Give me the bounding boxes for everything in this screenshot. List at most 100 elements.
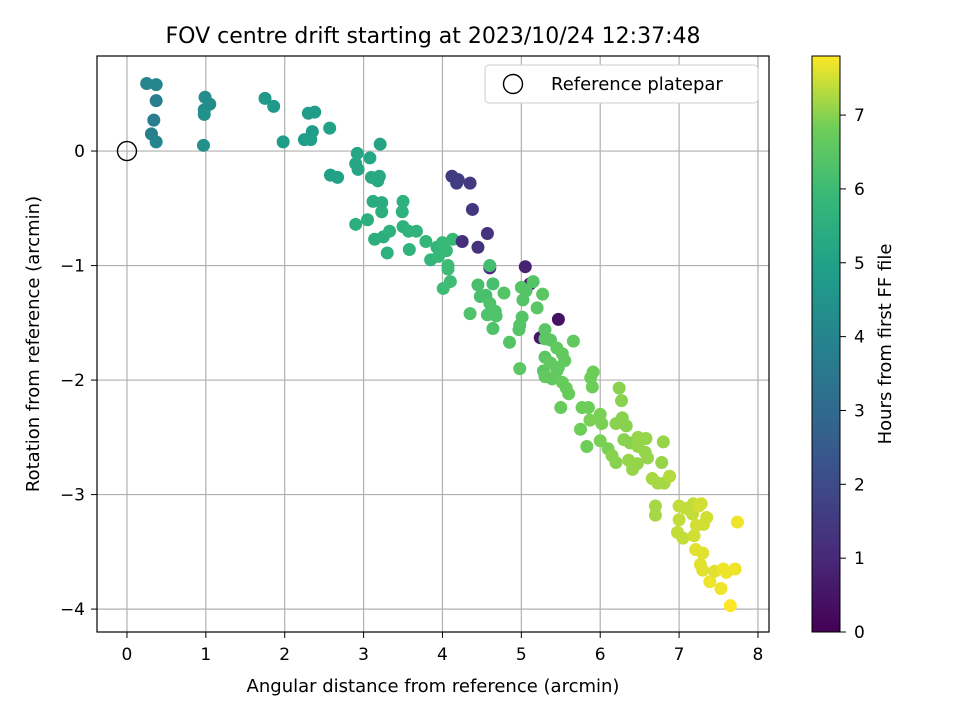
scatter-point [304, 133, 318, 147]
scatter-point [550, 364, 564, 378]
scatter-point [471, 278, 485, 292]
scatter-point [349, 217, 363, 231]
scatter-point [471, 240, 485, 254]
scatter-point [723, 599, 737, 613]
scatter-point [519, 284, 533, 298]
scatter-point [465, 202, 479, 216]
scatter-point [641, 451, 655, 465]
colorbar-label: Hours from first FF file [875, 244, 896, 445]
colorbar-tick-label: 0 [854, 623, 865, 643]
x-tick-label: 5 [516, 645, 527, 665]
scatter-point [497, 286, 511, 300]
scatter-point [331, 170, 345, 184]
scatter-point [308, 105, 322, 119]
colorbar: 0 1 2 3 4 5 6 7 Hours from first FF file [811, 55, 896, 643]
scatter-point [463, 176, 477, 190]
colorbar-tick-label: 7 [854, 106, 865, 126]
x-tick-label: 2 [279, 645, 290, 665]
scatter-point [615, 394, 629, 408]
chart-title: FOV centre drift starting at 2023/10/24 … [166, 24, 701, 49]
scatter-point [730, 515, 744, 529]
scatter-point [371, 174, 385, 188]
scatter-point [536, 287, 550, 301]
scatter-point [375, 205, 389, 219]
scatter-point [373, 137, 387, 151]
scatter-point [503, 335, 517, 349]
scatter-point [584, 371, 598, 385]
scatter-point [672, 513, 686, 527]
scatter-point [323, 121, 337, 135]
scatter-point [276, 135, 290, 149]
y-axis-ticks: 0 −1 −2 −3 −4 [60, 142, 97, 620]
scatter-point [593, 434, 607, 448]
scatter-point [480, 226, 494, 240]
x-tick-label: 7 [674, 645, 685, 665]
colorbar-tick-label: 5 [854, 254, 865, 274]
scatter-point [562, 387, 576, 401]
scatter-point [728, 562, 742, 576]
scatter-point [595, 417, 609, 431]
scatter-point [515, 310, 529, 324]
scatter-point [196, 138, 210, 152]
data-points [116, 76, 744, 613]
scatter-point [648, 508, 662, 522]
x-tick-label: 0 [122, 645, 133, 665]
scatter-point [676, 531, 690, 545]
scatter-point [526, 275, 540, 289]
colorbar-tick-label: 6 [854, 180, 865, 200]
scatter-point [419, 235, 433, 249]
scatter-point [395, 205, 409, 219]
scatter-point [581, 401, 595, 415]
scatter-point [396, 194, 410, 208]
y-tick-label: −2 [60, 371, 85, 391]
x-axis-label: Angular distance from reference (arcmin) [247, 676, 620, 697]
scatter-point [573, 422, 587, 436]
scatter-point [375, 196, 389, 210]
scatter-point [703, 575, 717, 589]
colorbar-tick-label: 2 [854, 475, 865, 495]
scatter-point [486, 322, 500, 336]
scatter-point [630, 457, 644, 471]
scatter-point [489, 309, 503, 323]
x-axis-ticks: 0 1 2 3 4 5 6 7 8 [122, 632, 764, 665]
x-tick-label: 1 [200, 645, 211, 665]
y-tick-label: −4 [60, 600, 85, 620]
scatter-point [580, 439, 594, 453]
scatter-point [149, 135, 163, 149]
scatter-point [149, 78, 163, 92]
scatter-point [350, 146, 364, 160]
scatter-point [267, 99, 281, 113]
scatter-point [663, 469, 677, 483]
scatter-point [486, 277, 500, 291]
y-tick-label: −3 [60, 486, 85, 506]
colorbar-ticks: 0 1 2 3 4 5 6 7 [840, 106, 865, 643]
scatter-point [566, 334, 580, 348]
scatter-point [655, 456, 669, 470]
scatter-point [513, 362, 527, 376]
scatter-point [619, 419, 633, 433]
scatter-point [409, 224, 423, 238]
colorbar-gradient [811, 55, 841, 633]
scatter-point [656, 435, 670, 449]
legend-box [484, 64, 759, 104]
scatter-point [258, 91, 272, 105]
colorbar-tick-label: 1 [854, 549, 865, 569]
scatter-point [700, 510, 714, 524]
scatter-point [432, 249, 446, 263]
legend-entry-reference-platepar: Reference platepar [551, 74, 723, 95]
scatter-point [648, 499, 662, 513]
scatter-point [687, 529, 701, 543]
scatter-point [380, 246, 394, 260]
scatter-point [436, 281, 450, 295]
plot-area-frame [96, 55, 770, 633]
legend-marker-reference-platepar [502, 73, 524, 95]
scatter-point [612, 381, 626, 395]
scatter-point [363, 151, 377, 165]
x-tick-label: 8 [753, 645, 764, 665]
scatter-point [197, 107, 211, 121]
scatter-point [140, 76, 154, 90]
scatter-point [696, 546, 710, 560]
scatter-point [551, 312, 565, 326]
